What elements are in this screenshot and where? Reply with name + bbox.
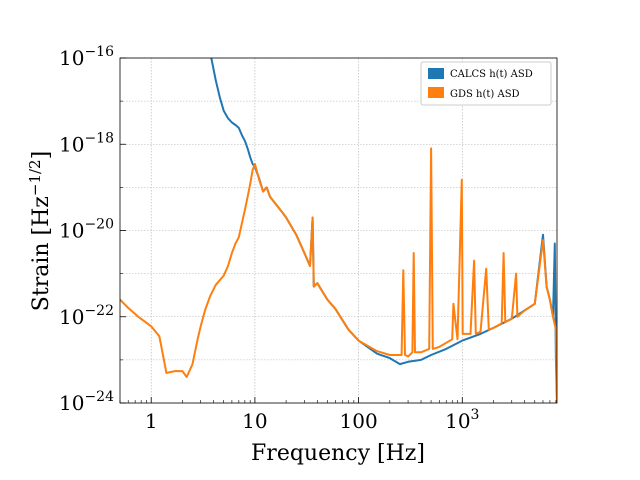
y-tick-label: 10−18 [59, 130, 114, 156]
x-tick-label: 10 [242, 409, 267, 433]
legend-swatch-gds [428, 87, 444, 98]
series-line-gds [120, 147, 557, 403]
axis-ticks: 1 10 100 103 10−24 10−22 10−20 10−18 10−16 [59, 44, 557, 433]
series-lines [120, 58, 557, 403]
legend-swatch-calcs [428, 68, 444, 79]
y-tick-label: 10−24 [59, 389, 114, 415]
legend-label-calcs: CALCS h(t) ASD [450, 69, 533, 80]
y-tick-label: 10−22 [59, 303, 114, 329]
y-tick-label: 10−16 [59, 44, 114, 70]
y-axis-title: Strain [Hz−1/2] [26, 151, 54, 311]
legend-label-gds: GDS h(t) ASD [450, 89, 520, 100]
grid-lines [120, 57, 557, 404]
y-tick-label: 10−20 [59, 217, 114, 243]
x-tick-label: 100 [340, 409, 378, 433]
x-tick-label: 1 [145, 409, 158, 433]
legend-frame [420, 61, 552, 106]
x-tick-label: 103 [445, 407, 479, 433]
x-axis-title: Frequency [Hz] [251, 441, 425, 466]
legend: CALCS h(t) ASD GDS h(t) ASD [420, 61, 552, 106]
plot-frame [119, 57, 558, 404]
